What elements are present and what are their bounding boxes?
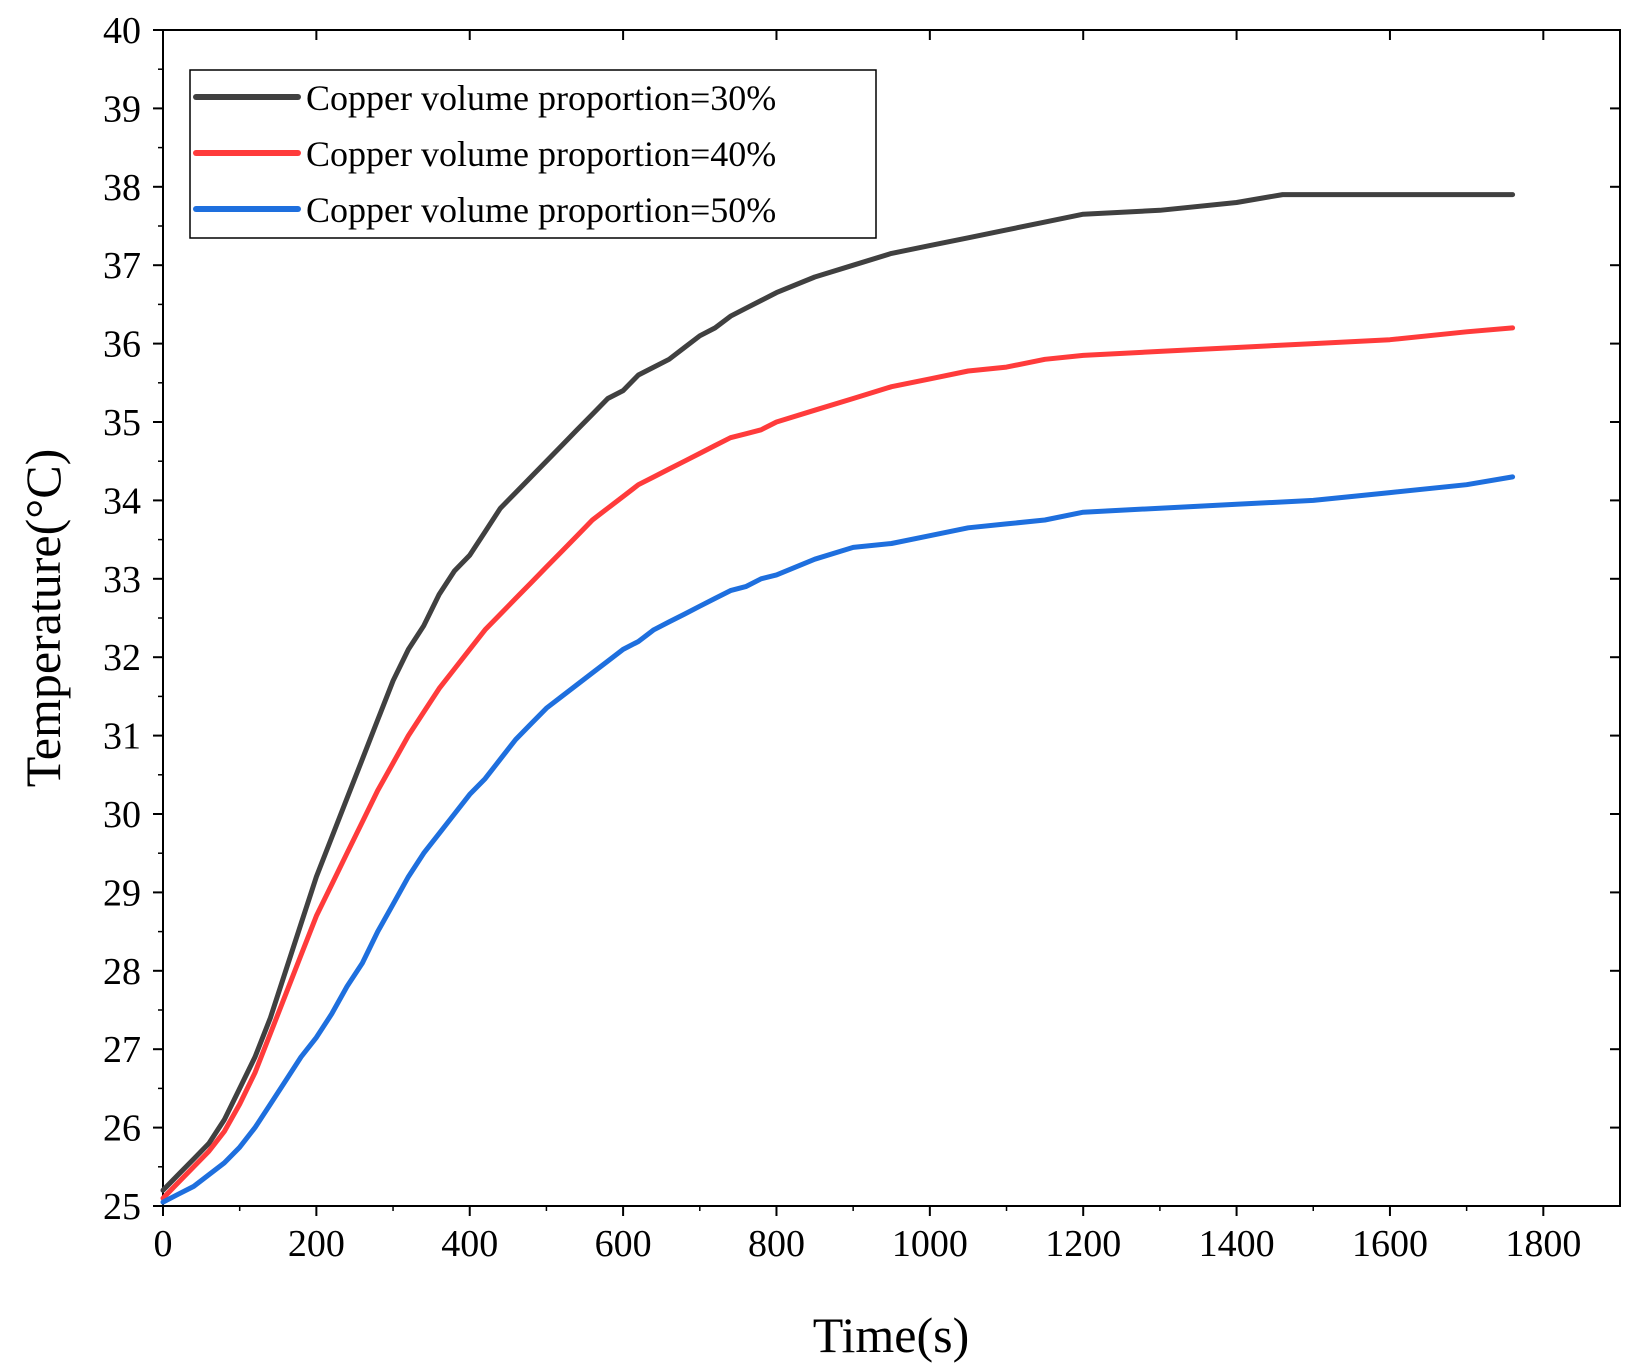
- y-tick-label: 28: [103, 951, 141, 993]
- y-tick-label: 39: [103, 88, 141, 130]
- x-tick-label: 0: [154, 1223, 173, 1265]
- y-tick-label: 37: [103, 245, 141, 287]
- x-tick-label: 1400: [1199, 1223, 1275, 1265]
- y-tick-label: 33: [103, 559, 141, 601]
- x-axis-ticks: 0 200 400 600 800 1000 1200 1400 1600 1800: [154, 30, 1581, 1265]
- y-tick-label: 30: [103, 794, 141, 836]
- series-line-3: [160, 474, 1516, 1205]
- y-tick-label: 36: [103, 324, 141, 366]
- series-line-1: [160, 192, 1516, 1193]
- x-tick-label: 1800: [1505, 1223, 1581, 1265]
- y-tick-label: 32: [103, 637, 141, 679]
- x-axis-title: Time(s): [813, 1307, 970, 1363]
- series-layer: [160, 192, 1516, 1205]
- y-tick-label: 25: [103, 1186, 141, 1228]
- y-tick-label: 35: [103, 402, 141, 444]
- y-tick-label: 27: [103, 1029, 141, 1071]
- y-tick-label: 26: [103, 1108, 141, 1150]
- legend-label-50: Copper volume proportion=50%: [306, 190, 776, 230]
- x-tick-label: 600: [595, 1223, 652, 1265]
- y-axis-ticks: 25 26 27 28 29 30 31 32 33 34 35 36 37 38 39 40: [103, 10, 1620, 1228]
- y-tick-label: 34: [103, 480, 141, 522]
- y-tick-label: 38: [103, 167, 141, 209]
- y-tick-label: 40: [103, 10, 141, 52]
- x-tick-label: 400: [441, 1223, 498, 1265]
- x-tick-label: 800: [748, 1223, 805, 1265]
- legend-box: [189, 69, 877, 239]
- legend-label-40: Copper volume proportion=40%: [306, 134, 776, 174]
- legend-label-30: Copper volume proportion=30%: [306, 78, 776, 118]
- x-tick-label: 1200: [1045, 1223, 1121, 1265]
- x-tick-label: 200: [288, 1223, 345, 1265]
- y-tick-label: 29: [103, 872, 141, 914]
- series-line-2: [160, 325, 1516, 1201]
- x-tick-label: 1600: [1352, 1223, 1428, 1265]
- y-tick-label: 31: [103, 716, 141, 758]
- legend: Copper volume proportion=30% Copper volu…: [189, 69, 877, 239]
- x-tick-label: 1000: [892, 1223, 968, 1265]
- y-axis-title: Temperature(°C): [15, 449, 71, 788]
